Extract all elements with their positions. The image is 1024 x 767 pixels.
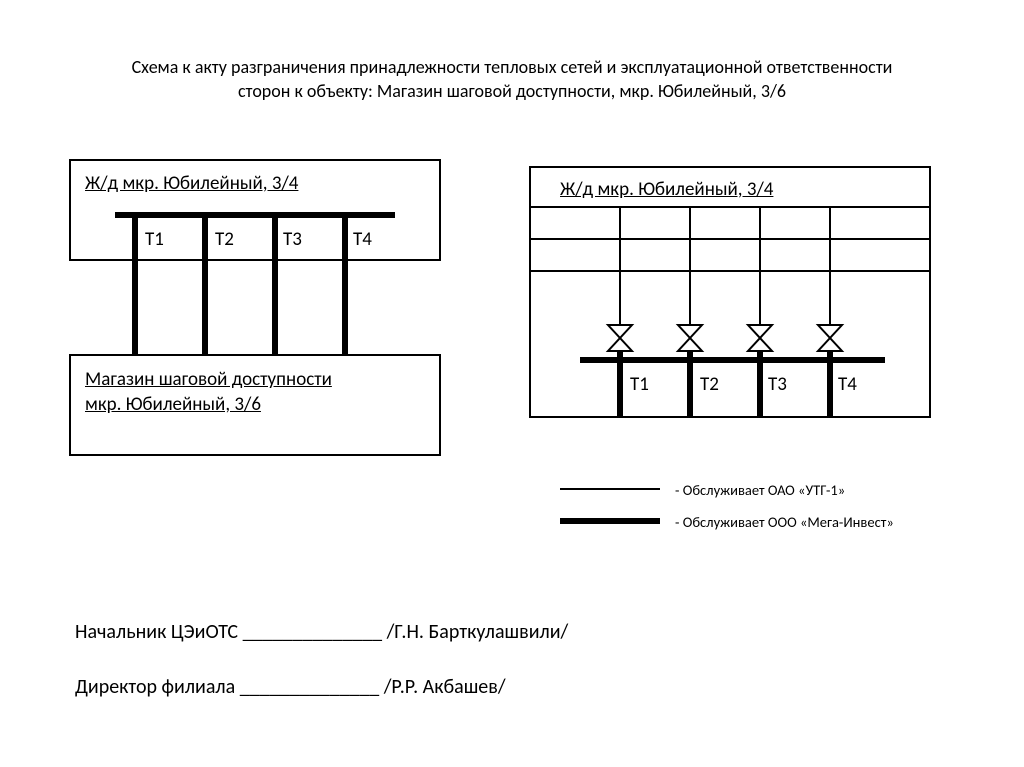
left-bottom-box-label-1: Магазин шаговой доступности [85,368,332,391]
right-pipe-label-t2: Т2 [700,373,719,396]
right-pipe-label-t4: Т4 [838,373,857,396]
right-pipe-label-t1: Т1 [630,373,649,396]
left-pipe-label-t1: Т1 [145,228,164,251]
page: Схема к акту разграничения принадлежност… [0,0,1024,767]
legend-thin-label: - Обслуживает ОАО «УТГ-1» [675,481,845,499]
left-pipe-label-t4: Т4 [353,228,372,251]
legend-thick-label: - Обслуживает ООО «Мега-Инвест» [675,513,894,531]
right-header-label: Ж/д мкр. Юбилейный, 3/4 [560,178,773,201]
left-pipe-label-t3: Т3 [283,228,302,251]
left-top-box-label: Ж/д мкр. Юбилейный, 3/4 [85,172,298,195]
signature-line-1: Начальник ЦЭиОТС ______________ /Г.Н. Ба… [75,620,568,644]
left-bottom-box-label-2: мкр. Юбилейный, 3/6 [85,393,261,416]
right-pipe-label-t3: Т3 [768,373,787,396]
signature-line-2: Директор филиала ______________ /Р.Р. Ак… [75,675,506,699]
left-pipe-label-t2: Т2 [215,228,234,251]
